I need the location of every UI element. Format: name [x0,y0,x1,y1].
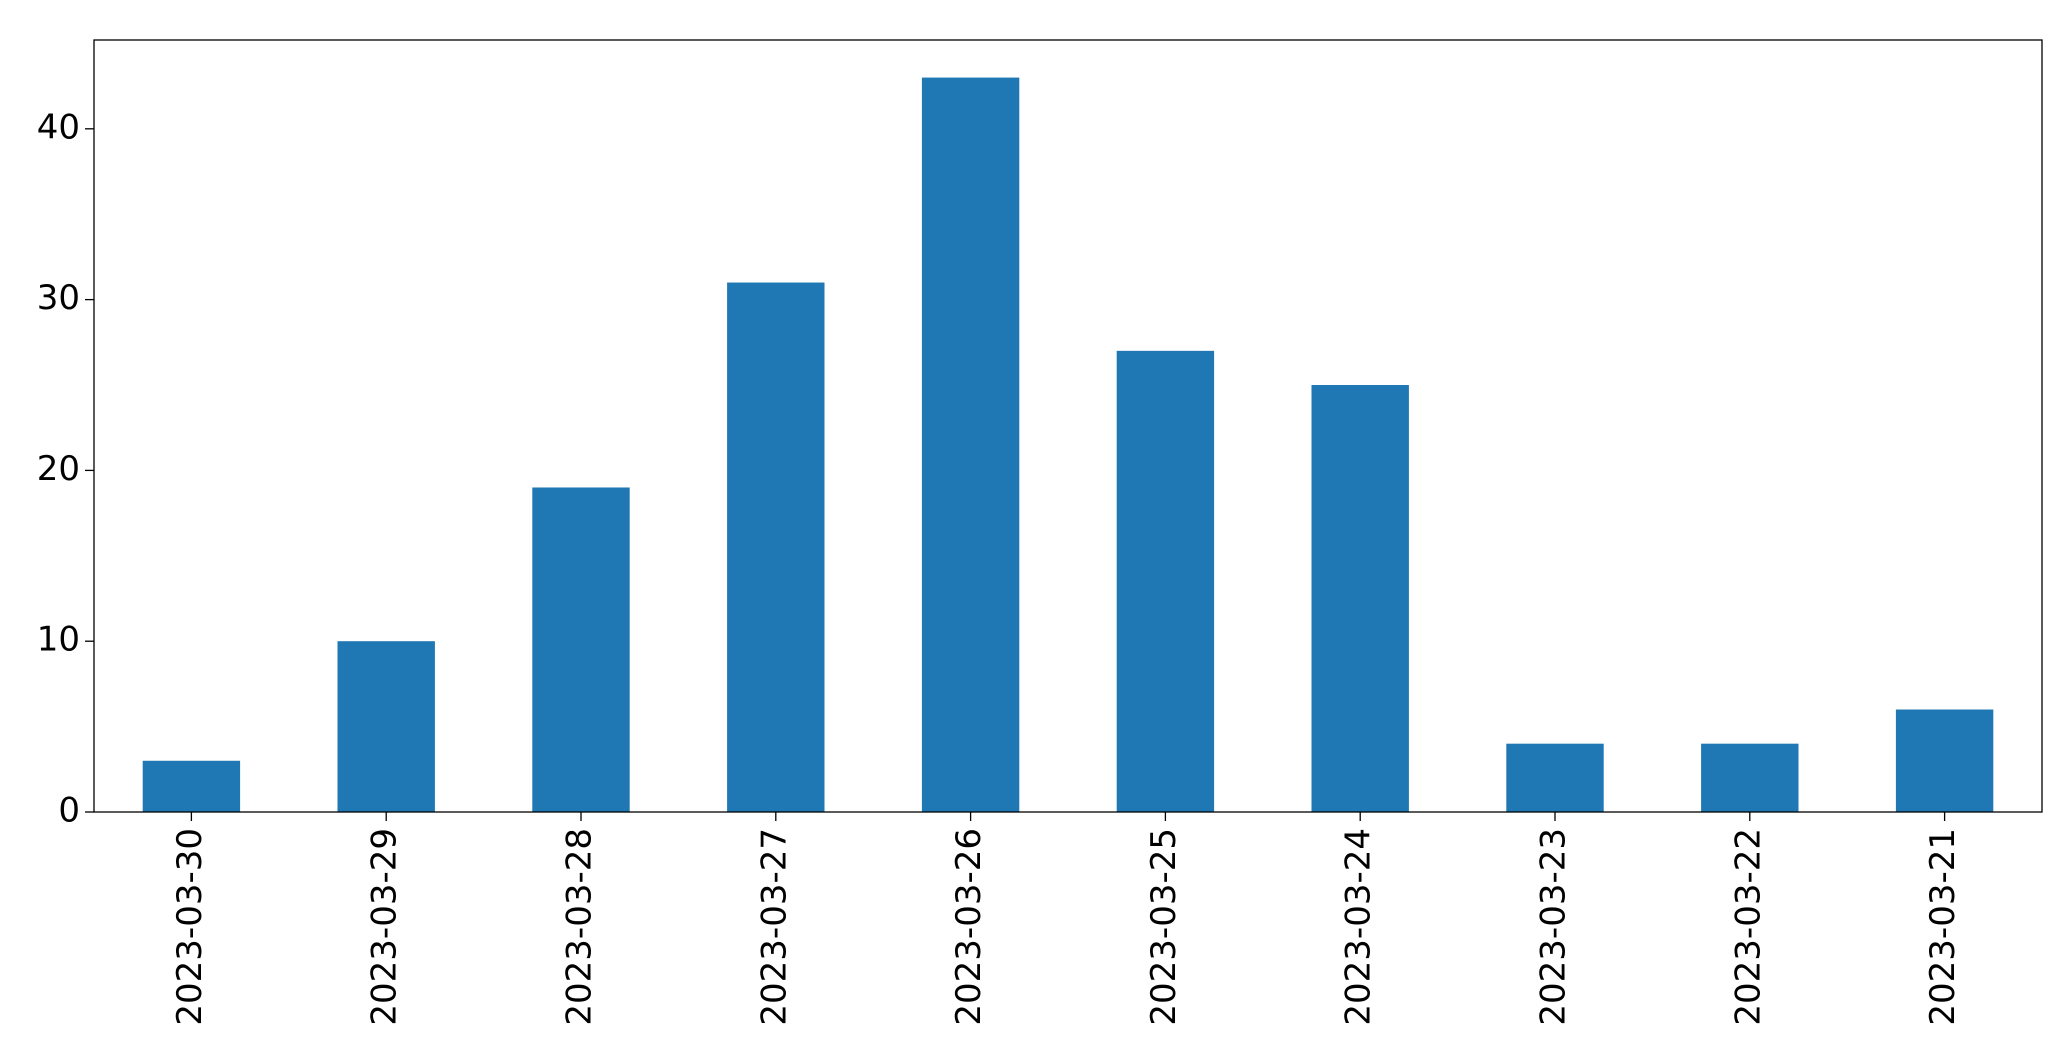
y-tick-label: 0 [58,791,80,831]
x-tick-label: 2023-03-27 [754,828,794,1026]
x-tick-label: 2023-03-30 [170,828,210,1026]
x-tick-label: 2023-03-22 [1728,828,1768,1026]
x-tick-label: 2023-03-25 [1144,828,1184,1026]
plot-frame [93,39,2043,813]
x-tick-label: 2023-03-21 [1923,828,1963,1026]
bar [1116,350,1215,812]
bar [1701,743,1799,812]
x-tick-label: 2023-03-26 [949,828,989,1026]
x-tick-label: 2023-03-23 [1534,828,1574,1026]
bar [921,77,1020,813]
bar [142,760,241,812]
x-tick-label: 2023-03-28 [560,828,600,1026]
y-tick-label: 20 [37,449,80,489]
y-tick-label: 30 [37,278,80,318]
bar [1506,743,1604,812]
bar [727,282,825,812]
y-tick-label: 10 [37,620,80,660]
bar [532,487,630,812]
y-tick-label: 40 [37,107,80,147]
bar [1895,709,1994,812]
x-tick-label: 2023-03-24 [1339,828,1379,1026]
x-tick-label: 2023-03-29 [365,828,405,1026]
bar [1311,385,1409,812]
bar [337,641,435,812]
